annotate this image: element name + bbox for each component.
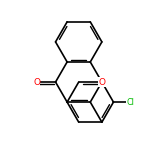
- Text: O: O: [98, 78, 105, 87]
- Text: Cl: Cl: [126, 98, 134, 107]
- Text: O: O: [33, 78, 40, 87]
